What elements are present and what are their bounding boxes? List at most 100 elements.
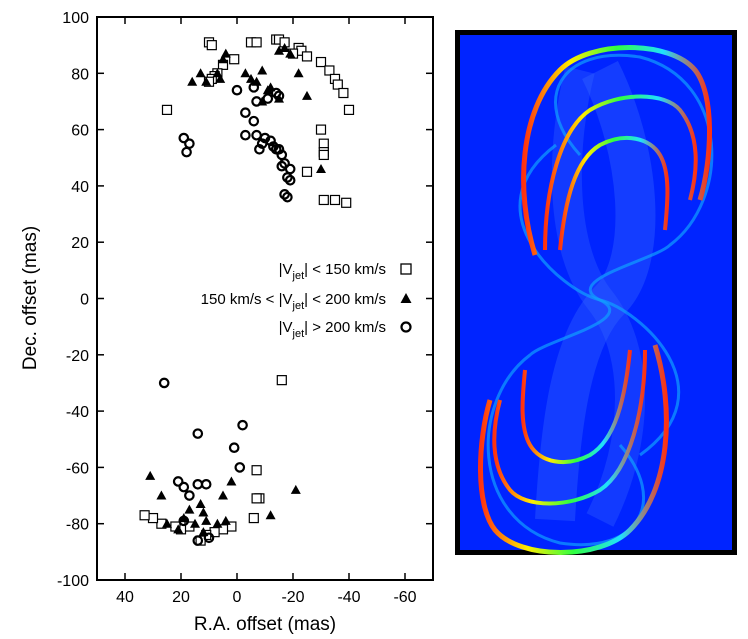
point-mid <box>220 515 231 525</box>
point-slow <box>206 40 217 51</box>
lower-bow-shock-middle <box>492 349 647 506</box>
point-slow <box>329 194 341 206</box>
point-fast <box>282 172 293 183</box>
point-mid <box>316 164 326 174</box>
y-tick-label: -100 <box>57 573 89 590</box>
point-fast <box>181 146 192 158</box>
point-fast <box>254 144 265 155</box>
point-fast <box>282 191 293 203</box>
point-slow <box>301 51 313 62</box>
point-slow <box>332 79 343 90</box>
upper-bow-shock-outer <box>521 45 712 256</box>
point-mid <box>184 504 195 514</box>
point-slow <box>251 493 262 504</box>
y-tick-label: 0 <box>80 292 89 309</box>
point-fast <box>240 107 251 119</box>
point-slow <box>324 65 335 76</box>
point-fast <box>279 158 290 169</box>
upper-bow-shock-middle <box>543 94 698 251</box>
point-mid <box>145 470 156 480</box>
point-mid <box>279 42 290 52</box>
point-fast <box>279 189 290 200</box>
lower-bow-shock-inner <box>520 349 632 464</box>
point-fast <box>172 476 184 487</box>
point-mid <box>285 48 296 58</box>
x-tick-labels: 40 20 0 -20 -40 -60 <box>116 589 417 606</box>
x-axis-label: R.A. offset (mas) <box>194 614 336 635</box>
point-mid <box>215 73 226 83</box>
point-mid <box>302 90 312 100</box>
axis-ticks <box>97 16 433 581</box>
point-slow <box>251 465 262 476</box>
y-tick-label: -60 <box>66 460 89 477</box>
point-fast <box>158 377 170 389</box>
point-slow <box>147 512 159 524</box>
point-mid <box>201 76 212 86</box>
x-tick-label: 0 <box>233 589 242 606</box>
point-fast <box>262 93 274 104</box>
point-slow <box>251 37 262 48</box>
legend: |Vjet| < 150 km/s 150 km/s < |Vjet| < 20… <box>201 261 412 340</box>
point-mid <box>293 68 304 78</box>
point-slow <box>318 149 329 161</box>
scatter-plot: 40 20 0 -20 -40 -60 100 80 60 40 20 0 -20 -40 -60 -80 -… <box>20 10 434 635</box>
point-mid <box>201 515 212 525</box>
point-mid <box>218 54 228 64</box>
point-slow <box>248 512 259 524</box>
point-fast <box>284 174 296 186</box>
point-fast <box>251 96 262 107</box>
point-fast <box>228 442 240 453</box>
point-slow <box>301 166 313 177</box>
point-fast <box>248 115 260 127</box>
y-tick-label: 60 <box>71 123 89 140</box>
y-tick-label: -20 <box>66 348 89 365</box>
point-fast <box>192 428 204 439</box>
point-fast <box>231 84 243 96</box>
point-slow <box>341 197 352 208</box>
point-mid <box>190 518 200 528</box>
point-mid <box>212 68 223 78</box>
x-tick-label: 40 <box>116 589 134 606</box>
point-mid <box>265 510 276 520</box>
point-fast <box>203 532 215 544</box>
y-tick-label: -40 <box>66 404 89 421</box>
data-points <box>139 34 355 546</box>
y-tick-label: -80 <box>66 517 89 534</box>
point-mid <box>187 76 198 86</box>
point-slow <box>318 194 329 206</box>
plot-frame <box>96 16 434 581</box>
y-tick-label: 20 <box>71 235 89 252</box>
point-fast <box>178 515 190 527</box>
outer-shell-upper <box>554 53 714 457</box>
point-mid <box>257 65 268 75</box>
x-tick-label: -20 <box>281 589 304 606</box>
point-mid <box>246 73 256 83</box>
lower-bow-shock-outer <box>478 344 669 555</box>
point-fast <box>178 481 190 493</box>
point-fast <box>240 129 251 141</box>
point-mid <box>198 507 209 517</box>
point-mid <box>212 518 223 528</box>
legend-label-mid: 150 km/s < |Vjet| < 200 km/s <box>201 291 386 312</box>
legend-label-fast: |Vjet| > 200 km/s <box>279 319 386 340</box>
point-mid <box>195 498 206 508</box>
point-fast <box>270 87 282 99</box>
point-mid <box>218 490 228 500</box>
point-fast <box>273 90 285 102</box>
point-fast <box>192 535 204 546</box>
point-mid <box>274 45 284 55</box>
jet-simulation-image <box>455 30 737 555</box>
point-fast <box>178 132 190 144</box>
point-mid <box>226 476 237 486</box>
point-mid <box>240 68 251 78</box>
upper-bow-shock-inner <box>558 136 670 251</box>
y-tick-label: 80 <box>71 66 89 83</box>
legend-marker-triangle <box>400 293 412 303</box>
point-slow <box>161 104 173 115</box>
point-fast <box>237 419 248 431</box>
point-slow <box>229 54 240 65</box>
x-tick-label: 20 <box>172 589 190 606</box>
point-slow <box>315 56 327 68</box>
point-mid <box>156 490 167 500</box>
